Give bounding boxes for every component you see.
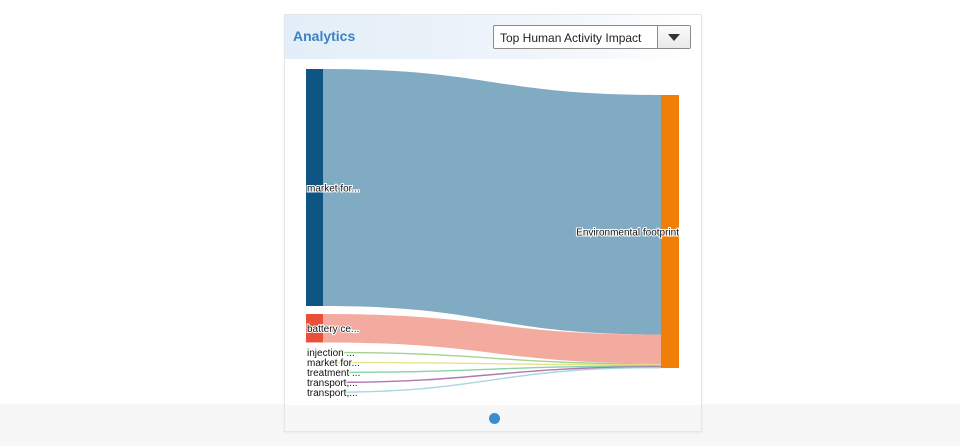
sankey-source-label: transport,... xyxy=(307,378,358,389)
sankey-links xyxy=(322,69,662,394)
impact-category-select[interactable]: Top Human Activity Impact xyxy=(493,25,691,49)
sankey-source-node xyxy=(306,69,323,306)
sankey-link xyxy=(323,314,661,364)
carousel-page-dot[interactable] xyxy=(489,413,500,424)
sankey-nodes xyxy=(306,69,679,368)
panel-title: Analytics xyxy=(293,28,356,44)
analytics-panel: Analytics Top Human Activity Impact mark… xyxy=(284,14,702,432)
sankey-link xyxy=(322,365,662,374)
sankey-source-node xyxy=(306,314,323,343)
sankey-labels: market for...battery ce...injection ...m… xyxy=(306,183,680,401)
dropdown-button[interactable] xyxy=(657,26,690,48)
sankey-target-node xyxy=(661,95,679,368)
sankey-source-label: transport,... xyxy=(307,388,358,399)
sankey-link xyxy=(322,361,662,366)
sankey-link xyxy=(322,351,662,365)
panel-header: Analytics Top Human Activity Impact xyxy=(285,15,701,59)
sankey-source-label: treatment ... xyxy=(307,368,360,379)
sankey-target-label: Environmental footprint xyxy=(576,228,679,239)
sankey-link xyxy=(322,366,662,384)
impact-category-selected-value: Top Human Activity Impact xyxy=(500,31,642,45)
sankey-chart: market for...battery ce...injection ...m… xyxy=(306,69,680,401)
sankey-source-label: market for... xyxy=(307,184,360,195)
sankey-source-label: market for... xyxy=(307,358,360,369)
sankey-link xyxy=(322,366,662,394)
sankey-link xyxy=(323,69,661,335)
sankey-source-label: injection ... xyxy=(307,348,355,359)
sankey-source-label: battery ce... xyxy=(307,324,359,335)
chevron-down-icon xyxy=(668,34,680,41)
carousel-footer xyxy=(285,405,701,431)
